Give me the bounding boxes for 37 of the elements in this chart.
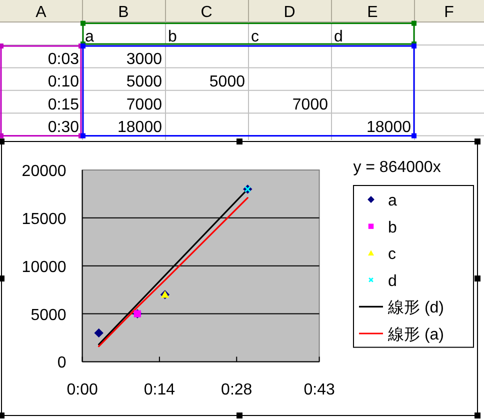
text: 0:15: [48, 96, 79, 114]
legend-label: 線形 (d): [387, 300, 444, 317]
text: 3000: [126, 51, 162, 68]
x-tick-label: 0:00: [66, 382, 98, 399]
text: 5000: [126, 74, 162, 91]
category-label: D: [284, 4, 296, 21]
category-label: A: [36, 4, 47, 21]
text: c: [251, 28, 259, 46]
category-label: C: [200, 4, 212, 21]
x-tick-label: 0:14: [144, 382, 176, 399]
category-label: B: [118, 4, 129, 21]
text: 7000: [126, 96, 162, 114]
category-label: E: [367, 4, 378, 21]
legend-label: c: [388, 246, 396, 264]
text: 18000: [366, 119, 411, 136]
text: 0:30: [48, 119, 79, 136]
text: b: [168, 28, 177, 46]
legend-label: b: [388, 219, 397, 236]
text: y = 864000x: [353, 159, 441, 176]
x-tick-label: 0:43: [304, 382, 335, 399]
legend-label: a: [388, 192, 397, 210]
legend-label: d: [388, 272, 397, 290]
x-tick-label: 0:28: [221, 382, 252, 399]
y-tick-label: 15000: [22, 210, 66, 228]
text: 5000: [209, 74, 245, 91]
text: 7000: [292, 96, 328, 114]
category-label: F: [444, 4, 454, 21]
y-tick-label: 5000: [30, 306, 66, 324]
y-tick-label: 0: [57, 354, 66, 372]
text: a: [85, 28, 94, 46]
y-tick-label: 20000: [22, 163, 66, 180]
text: d: [334, 28, 343, 46]
legend-label: 線形 (a): [387, 326, 444, 344]
text: 18000: [118, 119, 162, 136]
text: 0:03: [48, 51, 79, 68]
text: 0:10: [48, 74, 79, 91]
y-tick-label: 10000: [22, 258, 66, 276]
